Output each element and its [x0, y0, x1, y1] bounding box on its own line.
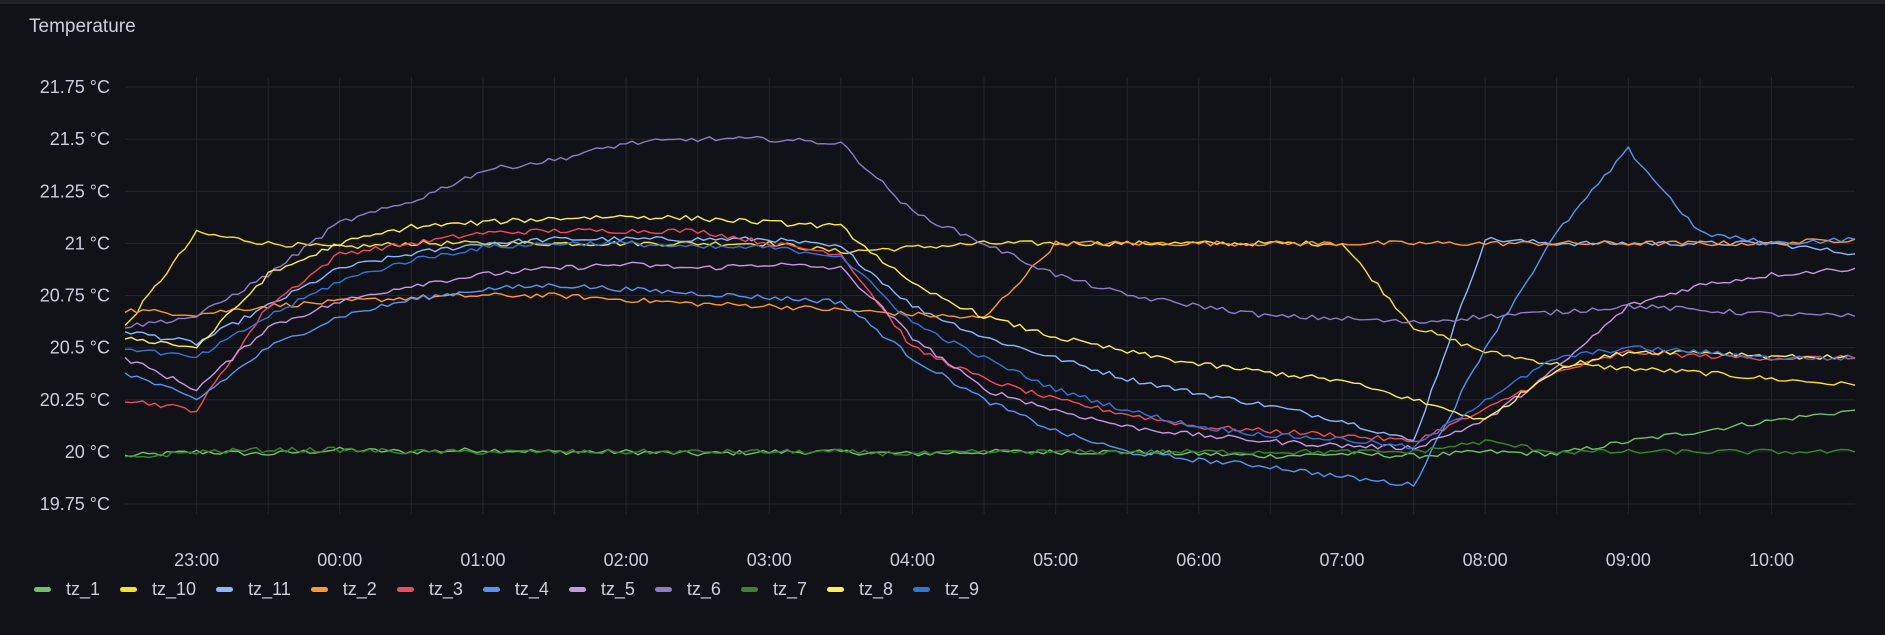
legend-label: tz_11 — [248, 579, 291, 599]
series-line-tz_8[interactable] — [124, 214, 1856, 420]
legend-item-tz_3[interactable]: tz_3 — [396, 579, 463, 600]
legend-swatch-icon — [826, 587, 844, 592]
legend-item-tz_1[interactable]: tz_1 — [34, 579, 100, 600]
y-tick-label: 20.25 °C — [40, 390, 110, 410]
legend-label: tz_2 — [342, 579, 377, 599]
x-axis: 23:00 00:00 01:00 02:00 03:00 04:00 05:00 06:00… — [174, 550, 1794, 570]
x-tick-label: 06:00 — [1176, 550, 1221, 570]
legend-item-tz_4[interactable]: tz_4 — [482, 579, 549, 600]
legend-swatch-icon — [310, 587, 328, 592]
x-tick-label: 09:00 — [1606, 550, 1651, 570]
x-tick-label: 02:00 — [604, 550, 649, 570]
y-tick-label: 21.25 °C — [40, 181, 110, 201]
legend-swatch-icon — [913, 587, 930, 592]
legend-item-tz_6[interactable]: tz_6 — [654, 579, 721, 600]
series-line-tz_6[interactable] — [124, 135, 1856, 329]
y-tick-label: 21.5 °C — [50, 129, 110, 149]
y-tick-label: 21 °C — [65, 233, 110, 253]
legend-item-tz_9[interactable]: tz_9 — [913, 579, 979, 600]
legend-item-tz_2[interactable]: tz_2 — [310, 579, 377, 600]
series-line-tz_5[interactable] — [124, 261, 1856, 451]
y-tick-label: 21.75 °C — [40, 77, 110, 97]
legend-item-tz_11[interactable]: tz_11 — [216, 579, 291, 600]
legend-label: tz_8 — [858, 579, 893, 599]
legend-item-tz_5[interactable]: tz_5 — [568, 579, 635, 600]
legend-label: tz_9 — [945, 579, 980, 599]
legend-swatch-icon — [482, 587, 500, 592]
x-tick-label: 01:00 — [460, 550, 505, 570]
series-line-tz_3[interactable] — [124, 227, 1856, 443]
series-line-tz_2[interactable] — [124, 238, 1856, 319]
series-line-tz_10[interactable] — [124, 229, 1856, 386]
legend-item-tz_8[interactable]: tz_8 — [826, 579, 893, 600]
series-line-tz_1[interactable] — [124, 409, 1856, 459]
legend-label: tz_6 — [686, 579, 721, 599]
legend-label: tz_5 — [600, 579, 635, 599]
legend-label: tz_1 — [66, 579, 101, 599]
legend-label: tz_7 — [772, 579, 807, 599]
x-tick-label: 03:00 — [747, 550, 792, 570]
series-line-tz_9[interactable] — [124, 240, 1856, 450]
x-tick-label: 00:00 — [317, 550, 362, 570]
legend-label: tz_4 — [514, 579, 549, 599]
x-tick-label: 07:00 — [1319, 550, 1364, 570]
series-line-tz_7[interactable] — [124, 439, 1856, 459]
legend-swatch-icon — [34, 587, 51, 592]
y-tick-label: 19.75 °C — [40, 494, 110, 514]
chart-series-lines — [124, 135, 1856, 487]
legend-label: tz_3 — [428, 579, 463, 599]
y-tick-label: 20.5 °C — [50, 338, 110, 358]
panel-title[interactable]: Temperature — [29, 16, 136, 37]
legend-swatch-icon — [740, 587, 758, 592]
legend-label: tz_10 — [152, 579, 197, 599]
y-tick-label: 20.75 °C — [40, 286, 110, 306]
series-line-tz_11[interactable] — [124, 236, 1856, 442]
temperature-line-chart[interactable]: 19.75 °C 20 °C 20.25 °C 20.5 °C 20.75 °C 21 °… — [0, 4, 1885, 635]
y-axis: 19.75 °C 20 °C 20.25 °C 20.5 °C 20.75 °C 21 °… — [40, 77, 110, 514]
legend-swatch-icon — [120, 587, 138, 592]
x-tick-label: 05:00 — [1033, 550, 1078, 570]
legend-swatch-icon — [654, 587, 672, 592]
x-tick-label: 10:00 — [1749, 550, 1794, 570]
chart-legend: tz_1 tz_10 tz_11 tz_2 tz_3 tz_4 tz_5 tz_6 tz_7 tz… — [34, 579, 999, 600]
x-tick-label: 08:00 — [1463, 550, 1508, 570]
legend-swatch-icon — [568, 587, 586, 592]
legend-item-tz_7[interactable]: tz_7 — [740, 579, 807, 600]
chart-grid — [125, 77, 1855, 514]
x-tick-label: 04:00 — [890, 550, 935, 570]
legend-item-tz_10[interactable]: tz_10 — [120, 579, 196, 600]
legend-swatch-icon — [216, 587, 234, 592]
series-line-tz_4[interactable] — [124, 146, 1856, 487]
y-tick-label: 20 °C — [65, 442, 110, 462]
x-tick-label: 23:00 — [174, 550, 219, 570]
legend-swatch-icon — [396, 587, 414, 592]
